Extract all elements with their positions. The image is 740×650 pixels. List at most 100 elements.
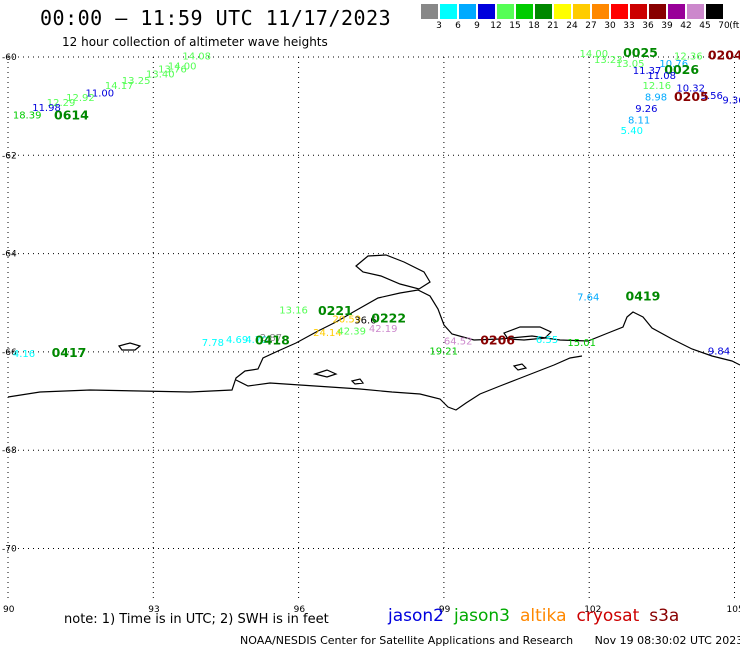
legend-label: 36 (642, 21, 654, 31)
wave-height-label: 8.11 (628, 115, 650, 126)
legend-label: 30 (604, 21, 616, 31)
legend-swatch (668, 4, 685, 19)
wave-height-label: 14.17 (105, 81, 134, 92)
legend-swatch (478, 4, 495, 19)
legend-swatch (611, 4, 628, 19)
wave-height-label: 11.00 (85, 88, 114, 99)
wave-height-label: 4.16 (13, 349, 35, 360)
legend-swatch (573, 4, 590, 19)
longitude-label: 99 (439, 605, 451, 615)
wave-height-label: 19.21 (429, 346, 458, 357)
pass-time-label: 0614 (54, 107, 89, 122)
pass-time-label: 0025 (623, 45, 658, 60)
wave-height-label: 13.05 (616, 59, 645, 70)
legend-swatch (516, 4, 533, 19)
latitude-label: -68 (2, 446, 17, 456)
wave-height-label: 12.36 (674, 51, 703, 62)
wave-height-label: 13.25 (122, 76, 151, 87)
map-subtitle: 12 hour collection of altimeter wave hei… (62, 35, 328, 49)
legend-swatch (535, 4, 552, 19)
wave-height-label: 15.01 (567, 338, 596, 349)
ice-island-5 (350, 378, 365, 385)
legend-label: 18 (528, 21, 540, 31)
wave-height-labels: 14.0814.0013.7613.4013.2514.1711.0012.92… (13, 45, 740, 360)
wave-height-label: 36.6 (354, 315, 376, 326)
coastline-main (7, 289, 740, 398)
footer-timestamp: Nov 19 08:30:02 UTC 2023 (594, 634, 740, 647)
wave-height-label: 11.98 (32, 103, 61, 114)
pass-time-label: 0418 (255, 333, 290, 348)
pass-time-label: 0204 (708, 47, 740, 62)
wave-height-label: 8.98 (645, 92, 667, 103)
legend-label: 15 (509, 21, 521, 31)
legend-label: 3 (436, 21, 442, 31)
latitude-label: -70 (2, 545, 17, 555)
wave-height-label: 24.14 (313, 328, 342, 339)
wave-height-label: 9.36 (722, 96, 740, 107)
latitude-label: -66 (2, 348, 17, 358)
map-note: note: 1) Time is in UTC; 2) SWH is in fe… (64, 612, 329, 627)
pass-time-label: 0417 (52, 345, 87, 360)
longitude-label: 102 (584, 605, 601, 615)
legend-unit: (ft) (729, 21, 740, 31)
wave-height-label: 9.56 (701, 91, 723, 102)
wave-height-label: 10.32 (676, 83, 705, 94)
legend-label: 42 (680, 21, 692, 31)
legend-label: 39 (661, 21, 673, 31)
wave-height-label: 13.23 (594, 55, 623, 66)
ice-island-1 (355, 254, 431, 290)
wave-height-label: 4.70 (245, 335, 267, 346)
satellite-name: altika (520, 606, 567, 626)
wave-height-label: 14.08 (182, 51, 211, 62)
satellite-name: cryosat (576, 606, 640, 626)
coastline (7, 254, 740, 411)
legend-swatch (706, 4, 723, 19)
legend-label: 24 (566, 21, 578, 31)
legend-label: 6 (455, 21, 461, 31)
latitude-label: -64 (2, 250, 17, 260)
wave-height-label: 6.55 (536, 335, 558, 346)
wave-height-label: 10.76 (659, 59, 688, 70)
wave-height-label: 5.40 (621, 126, 643, 137)
ice-island-6 (512, 363, 528, 371)
wave-height-label: 13.76 (158, 65, 187, 76)
legend-label: 12 (490, 21, 502, 31)
legend-swatch (459, 4, 476, 19)
pass-time-label: 0206 (480, 333, 515, 348)
legend-swatch (687, 4, 704, 19)
satellite-name: jason2 (388, 606, 444, 626)
satellite-name: s3a (649, 606, 680, 626)
longitude-label: 93 (148, 605, 159, 615)
map-title: 00:00 — 11:59 UTC 11/17/2023 (40, 6, 392, 30)
wave-height-label: 7.64 (577, 292, 599, 303)
wave-height-label: 2.87 (260, 333, 282, 344)
legend-swatch (421, 4, 438, 19)
latitude-label: -62 (2, 151, 17, 161)
wave-height-label: 12.92 (66, 93, 95, 104)
legend-swatch (649, 4, 666, 19)
legend-label: 70 (718, 21, 730, 31)
wave-height-label: 9.26 (635, 104, 657, 115)
axis-labels: -60 -62 -64 -66 -68 -70 90 93 96 99 102 105 (2, 53, 740, 615)
legend-swatch (554, 4, 571, 19)
wave-height-label: 4.69 (226, 335, 248, 346)
longitude-label: 90 (3, 605, 15, 615)
pass-time-label: 0205 (674, 89, 709, 104)
legend-label: 21 (547, 21, 559, 31)
wave-height-label: 13.16 (279, 306, 308, 317)
longitude-label: 96 (294, 605, 306, 615)
wave-height-label: 14.00 (580, 49, 609, 60)
wave-height-label: 64.52 (444, 337, 473, 348)
satellite-legend: jason2 jason3 altika cryosat s3a (388, 606, 689, 626)
wave-height-label: 20.59 (333, 314, 362, 325)
legend-swatch (497, 4, 514, 19)
footer-credit: NOAA/NESDIS Center for Satellite Applica… (240, 634, 574, 647)
pass-time-label: 0419 (626, 288, 661, 303)
wave-height-label: 18.39 (13, 110, 42, 121)
legend-swatch (630, 4, 647, 19)
satellite-name: jason3 (454, 606, 510, 626)
wave-height-label: 11.08 (647, 71, 676, 82)
wave-height-label: 12.16 (642, 81, 671, 92)
legend-label: 33 (623, 21, 635, 31)
